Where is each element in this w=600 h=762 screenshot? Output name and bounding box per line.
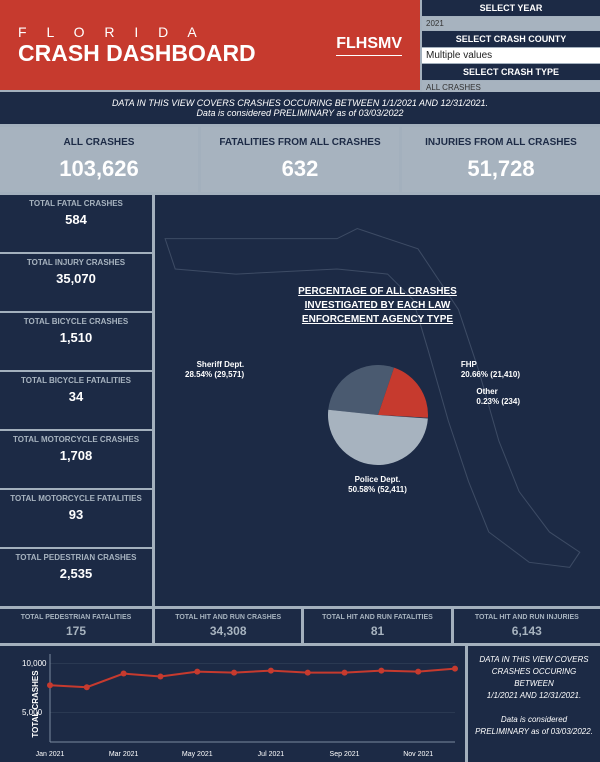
mini-value: 1,708 <box>2 448 150 463</box>
pie-slice <box>328 410 428 465</box>
b-value: 34,308 <box>157 624 299 638</box>
x-tick-label: Jul 2021 <box>258 751 284 758</box>
select-year-value[interactable]: 2021 <box>422 17 600 30</box>
b-label: TOTAL PEDESTRIAN FATALITIES <box>2 614 150 621</box>
data-point <box>415 669 421 675</box>
data-point <box>268 668 274 674</box>
pie-label-police: Police Dept.50.58% (52,411) <box>348 475 407 496</box>
data-point <box>157 673 163 679</box>
stat-label: INJURIES FROM ALL CRASHES <box>406 137 596 148</box>
bottom-stat: TOTAL HIT AND RUN FATALITIES 81 <box>304 609 450 643</box>
y-tick-label: 10,000 <box>22 659 46 668</box>
title-line2: CRASH DASHBOARD <box>18 40 256 67</box>
mini-label: TOTAL PEDESTRIAN CRASHES <box>2 553 150 562</box>
data-coverage-banner: DATA IN THIS VIEW COVERS CRASHES OCCURIN… <box>0 92 600 124</box>
data-point <box>452 666 458 672</box>
mini-stat: TOTAL PEDESTRIAN CRASHES 2,535 <box>0 549 152 606</box>
banner-line2: Data is considered PRELIMINARY as of 03/… <box>0 108 600 118</box>
mini-value: 1,510 <box>2 330 150 345</box>
stat-label: ALL CRASHES <box>4 137 194 148</box>
stat-value: 51,728 <box>406 156 596 182</box>
b-label: TOTAL HIT AND RUN CRASHES <box>157 614 299 621</box>
x-tick-label: Mar 2021 <box>109 751 139 758</box>
data-point <box>47 682 53 688</box>
pie-label-other: Other0.23% (234) <box>476 387 520 408</box>
mini-stat: TOTAL FATAL CRASHES 584 <box>0 195 152 252</box>
mini-label: TOTAL INJURY CRASHES <box>2 258 150 267</box>
selectors-panel: SELECT YEAR 2021 SELECT CRASH COUNTY Mul… <box>422 0 600 90</box>
stat-value: 103,626 <box>4 156 194 182</box>
mid-area: TOTAL FATAL CRASHES 584 TOTAL INJURY CRASH… <box>0 195 600 606</box>
title-line1: F L O R I D A <box>18 24 256 40</box>
title-block: F L O R I D A CRASH DASHBOARD FLHSMV <box>0 0 420 90</box>
b-value: 6,143 <box>456 624 598 638</box>
x-tick-label: Nov 2021 <box>403 751 433 758</box>
b-value: 81 <box>306 624 448 638</box>
data-point <box>378 668 384 674</box>
b-value: 175 <box>2 624 150 638</box>
mini-label: TOTAL MOTORCYCLE FATALITIES <box>2 494 150 503</box>
footer-note: DATA IN THIS VIEW COVERS CRASHES OCCURIN… <box>468 646 600 762</box>
mini-stat: TOTAL MOTORCYCLE FATALITIES 93 <box>0 490 152 547</box>
select-year-label: SELECT YEAR <box>422 0 600 16</box>
x-tick-label: May 2021 <box>182 751 213 758</box>
banner-line1: DATA IN THIS VIEW COVERS CRASHES OCCURIN… <box>0 98 600 108</box>
data-point <box>194 669 200 675</box>
bottom-stat: TOTAL PEDESTRIAN FATALITIES 175 <box>0 609 152 643</box>
bottom-stats-row: TOTAL PEDESTRIAN FATALITIES 175 TOTAL HIT … <box>0 609 600 643</box>
line-series <box>50 669 455 688</box>
stat-label: FATALITIES FROM ALL CRASHES <box>205 137 395 148</box>
select-type-label: SELECT CRASH TYPE <box>422 64 600 80</box>
data-point <box>121 671 127 677</box>
mini-label: TOTAL BICYCLE CRASHES <box>2 317 150 326</box>
dashboard-root: F L O R I D A CRASH DASHBOARD FLHSMV SEL… <box>0 0 600 762</box>
line-chart-box: TOTAL CRASHES 10,0005,000Jan 2021Mar 202… <box>0 646 465 762</box>
y-tick-label: 5,000 <box>22 708 42 717</box>
select-county-label: SELECT CRASH COUNTY <box>422 31 600 47</box>
stat-value: 632 <box>205 156 395 182</box>
select-county-value[interactable]: Multiple values <box>422 48 600 63</box>
mini-value: 584 <box>2 212 150 227</box>
mini-label: TOTAL FATAL CRASHES <box>2 199 150 208</box>
mini-stat: TOTAL INJURY CRASHES 35,070 <box>0 254 152 311</box>
mini-value: 35,070 <box>2 271 150 286</box>
stat-box: INJURIES FROM ALL CRASHES 51,728 <box>402 127 600 192</box>
top-stats-row: ALL CRASHES 103,626 FATALITIES FROM ALL CR… <box>0 127 600 192</box>
pie-label-fhp: FHP20.66% (21,410) <box>461 360 520 381</box>
left-stats-column: TOTAL FATAL CRASHES 584 TOTAL INJURY CRASH… <box>0 195 152 606</box>
data-point <box>84 684 90 690</box>
data-point <box>231 670 237 676</box>
x-tick-label: Jan 2021 <box>36 751 65 758</box>
mini-value: 93 <box>2 507 150 522</box>
title-text: F L O R I D A CRASH DASHBOARD <box>18 24 256 67</box>
b-label: TOTAL HIT AND RUN FATALITIES <box>306 614 448 621</box>
pie-label-sheriff: Sheriff Dept.28.54% (29,571) <box>185 360 244 381</box>
b-label: TOTAL HIT AND RUN INJURIES <box>456 614 598 621</box>
x-tick-label: Sep 2021 <box>330 751 360 758</box>
bottom-stat: TOTAL HIT AND RUN INJURIES 6,143 <box>454 609 600 643</box>
top-row: F L O R I D A CRASH DASHBOARD FLHSMV SEL… <box>0 0 600 90</box>
mini-stat: TOTAL BICYCLE FATALITIES 34 <box>0 372 152 429</box>
data-point <box>305 670 311 676</box>
mini-label: TOTAL MOTORCYCLE CRASHES <box>2 435 150 444</box>
mini-stat: TOTAL MOTORCYCLE CRASHES 1,708 <box>0 431 152 488</box>
flhsmv-logo: FLHSMV <box>336 35 402 56</box>
pie-chart-title: PERCENTAGE OF ALL CRASHES INVESTIGATED B… <box>298 285 457 327</box>
mini-stat: TOTAL BICYCLE CRASHES 1,510 <box>0 313 152 370</box>
stat-box: FATALITIES FROM ALL CRASHES 632 <box>201 127 399 192</box>
data-point <box>342 670 348 676</box>
bottom-stat: TOTAL HIT AND RUN CRASHES 34,308 <box>155 609 301 643</box>
mini-value: 2,535 <box>2 566 150 581</box>
stat-box: ALL CRASHES 103,626 <box>0 127 198 192</box>
mini-value: 34 <box>2 389 150 404</box>
map-pie-pane: PERCENTAGE OF ALL CRASHES INVESTIGATED B… <box>155 195 600 606</box>
bottom-chart-row: TOTAL CRASHES 10,0005,000Jan 2021Mar 202… <box>0 646 600 762</box>
mini-label: TOTAL BICYCLE FATALITIES <box>2 376 150 385</box>
pie-chart <box>328 365 428 465</box>
